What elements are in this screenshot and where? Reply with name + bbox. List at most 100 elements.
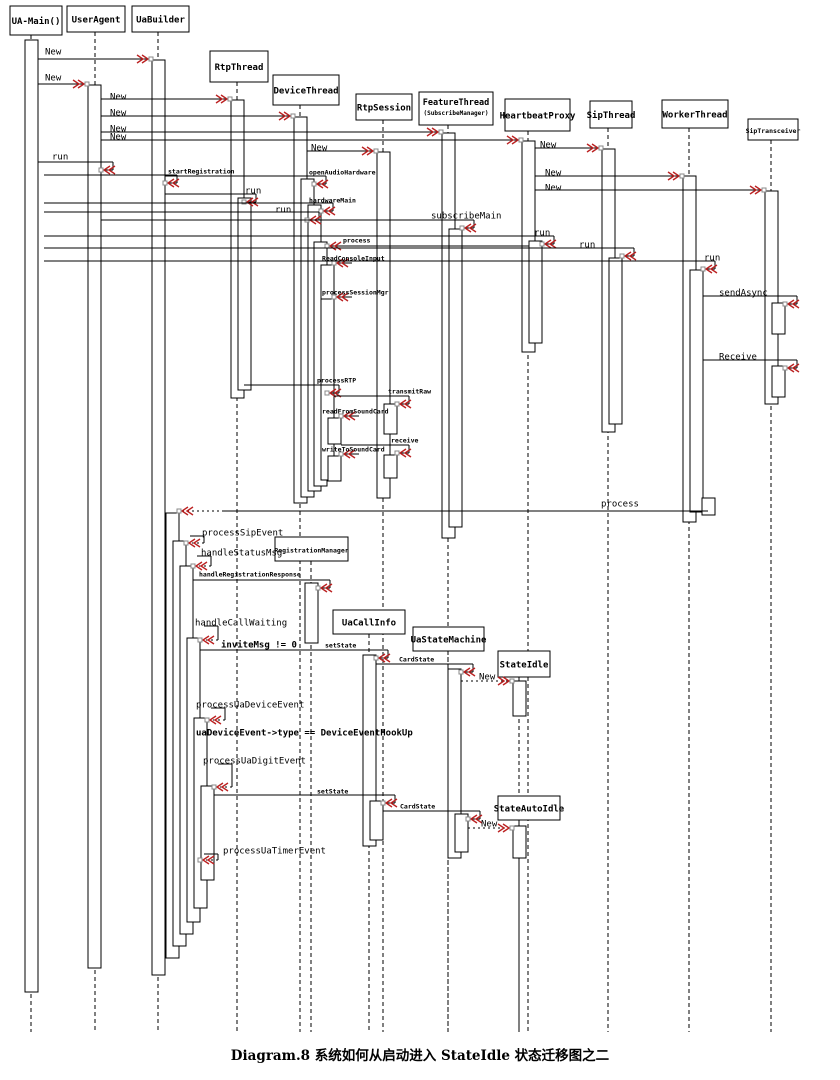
- message-hardwaremain-14-label: hardwareMain: [309, 197, 356, 205]
- message-run-10-label: run: [52, 153, 68, 163]
- message-processuatimerevent-45-label: processUaTimerEvent: [223, 847, 326, 857]
- message-processrtp-25-label: processRTP: [317, 377, 356, 385]
- message-new-6-label: New: [311, 144, 328, 154]
- message-run-19-arrow-square: [619, 253, 625, 259]
- message-new-44-label: New: [481, 820, 498, 830]
- participant-box-ua-state-machine: [412, 626, 485, 652]
- message-processuadeviceevent-39-label: processUaDeviceEvent: [196, 701, 304, 711]
- message-new-3-label: New: [110, 109, 127, 119]
- message-new-44-arrow-square: [509, 825, 515, 831]
- participant-label-registration-manager: RegistrationManager: [274, 547, 348, 555]
- message-handlecallwaiting-34-arrow: [201, 635, 215, 645]
- message-new-2-arrow: [215, 94, 229, 104]
- participant-label-state-idle: StateIdle: [500, 661, 549, 671]
- message-transmitraw-26-arrow-square: [394, 401, 400, 407]
- participant-box-sip-transceiver: [747, 118, 799, 141]
- message-new-9-label: New: [545, 184, 562, 194]
- message-uadeviceevent-type-deviceeventhookup-40-label: uaDeviceEvent->type == DeviceEventHookUp: [196, 728, 413, 739]
- activation-bar-8: [200, 785, 215, 881]
- message-new-0-arrow: [136, 54, 150, 64]
- message-new-38-arrow: [497, 676, 511, 686]
- message-process-30-arrow-square: [176, 508, 182, 514]
- message-process-30-arrow: [180, 506, 194, 516]
- message-new-8-arrow: [667, 171, 681, 181]
- activation-bar-0: [24, 39, 39, 993]
- activation-bar-39: [512, 680, 527, 717]
- message-processuadigitevent-41-arrow-square: [211, 784, 217, 790]
- message-new-8-arrow-square: [679, 173, 685, 179]
- message-new-7-arrow-square: [598, 145, 604, 151]
- message-handleregistrationresponse-33-label: handleRegistrationResponse: [199, 571, 301, 579]
- message-run-13-arrow: [245, 197, 259, 207]
- message-new-44-arrow: [497, 823, 511, 833]
- message-setstate-36-label: setState: [325, 642, 356, 650]
- participant-label-ua-builder: UaBuilder: [136, 15, 185, 26]
- participant-label-feature-thread: FeatureThread: [423, 98, 490, 108]
- participant-box-state-auto-idle: [497, 795, 561, 821]
- message-new-5-label: New: [110, 133, 127, 143]
- message-setstate-42-label: setState: [317, 788, 348, 796]
- participant-box-user-agent: [66, 5, 126, 33]
- message-process-30-label: process: [601, 500, 639, 510]
- participant-label-state-auto-idle: StateAutoIdle: [494, 805, 565, 815]
- activation-bar-23: [448, 228, 463, 528]
- message-run-17-arrow: [543, 239, 557, 249]
- message-transmitraw-26-arrow: [398, 399, 412, 409]
- message-handlecallwaiting-34-arrow-square: [197, 637, 203, 643]
- message-handlestatusmsg-32-arrow-square: [190, 563, 196, 569]
- message-receive-24-arrow-square: [782, 365, 788, 371]
- participant-label-sip-transceiver: SipTransceiver: [746, 127, 801, 135]
- message-openaudiohardware-12-arrow-square: [311, 181, 317, 187]
- message-receive-28-arrow: [398, 448, 412, 458]
- message-run-17-arrow-square: [539, 241, 545, 247]
- message-new-7-label: New: [540, 141, 557, 151]
- participant-box-heartbeat-proxy: [504, 98, 571, 132]
- activation-bar-34: [304, 582, 319, 644]
- message-receive-28-arrow-square: [394, 450, 400, 456]
- message-cardstate-37-arrow: [462, 667, 476, 677]
- participant-label-sip-thread: SipThread: [587, 110, 636, 121]
- message-run-13-arrow-square: [241, 199, 247, 205]
- message-processuadigitevent-41-arrow: [215, 782, 229, 792]
- message-readfromsoundcard-27-label: readFromSoundCard: [322, 408, 389, 416]
- message-processsipevent-31-arrow-square: [183, 540, 189, 546]
- message-new-9-arrow: [749, 185, 763, 195]
- message-new-2-arrow-square: [227, 96, 233, 102]
- message-new-3-arrow: [278, 111, 292, 121]
- message-invitemsg-0-35-label: inviteMsg != 0: [221, 640, 297, 651]
- message-writetosoundcard-29-arrow: [342, 449, 356, 459]
- activation-bar-17: [327, 417, 342, 445]
- activation-bar-27: [608, 257, 623, 425]
- message-processsipevent-31-arrow: [187, 538, 201, 548]
- participant-label-user-agent: UserAgent: [72, 16, 121, 26]
- activation-bar-30: [701, 497, 716, 516]
- message-new-3-arrow-square: [290, 113, 296, 119]
- message-handlestatusmsg-32-label: handleStatusMsg: [201, 549, 282, 559]
- message-new-4-arrow: [426, 127, 440, 137]
- message-new-6-arrow: [361, 146, 375, 156]
- participant-label-heartbeat-proxy: HeartbeatProxy: [500, 112, 576, 122]
- message-run-15-label: run: [275, 206, 291, 216]
- message-handlestatusmsg-32-arrow: [194, 561, 208, 571]
- message-new-8-label: New: [545, 169, 562, 179]
- participant-box-feature-thread: [418, 91, 494, 126]
- activation-bar-21: [383, 454, 398, 479]
- message-cardstate-43-arrow: [469, 814, 483, 824]
- participant-box-ua-call-info: [332, 609, 406, 635]
- message-hardwaremain-14-arrow: [322, 206, 336, 216]
- message-transmitraw-26-label: transmitRaw: [388, 388, 431, 396]
- message-processsipevent-31-label: processSipEvent: [202, 529, 283, 539]
- message-processuatimerevent-45-arrow: [201, 855, 215, 865]
- message-run-10-arrow: [102, 165, 116, 175]
- message-new-1-label: New: [45, 74, 62, 84]
- message-setstate-36-arrow: [377, 653, 391, 663]
- message-receive-28-label: receive: [391, 437, 418, 445]
- message-run-13-label: run: [245, 187, 261, 197]
- message-process-18-label: process: [343, 237, 370, 245]
- participant-label-ua-main: UA-Main(): [12, 16, 61, 27]
- message-receive-24-label: Receive: [719, 353, 757, 363]
- message-processrtp-25-arrow-square: [324, 390, 330, 396]
- activation-bar-18: [327, 455, 342, 482]
